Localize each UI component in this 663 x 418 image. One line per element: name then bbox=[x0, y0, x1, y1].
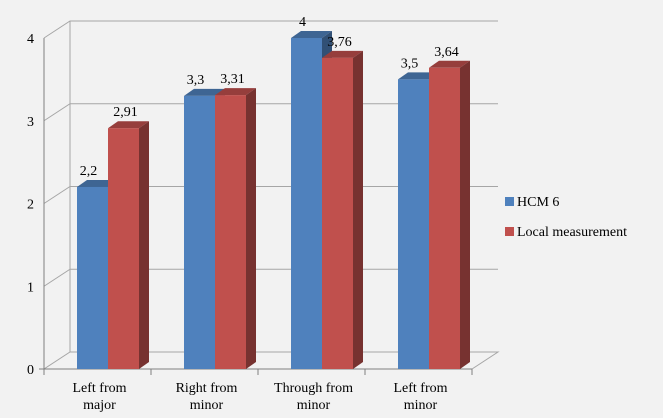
bar bbox=[429, 67, 460, 369]
bar-top bbox=[322, 50, 363, 58]
legend-swatch bbox=[505, 197, 514, 206]
x-tick-label: Left from minor bbox=[393, 381, 447, 413]
data-label: 3,64 bbox=[434, 45, 459, 60]
data-label: 2,91 bbox=[113, 105, 138, 120]
x-tick-label: Left from major bbox=[72, 381, 126, 413]
bar-top bbox=[291, 31, 332, 38]
bar-top bbox=[77, 179, 118, 187]
bar-side bbox=[460, 60, 470, 369]
x-tick-label: Through from minor bbox=[274, 381, 353, 413]
data-label: 3,76 bbox=[327, 35, 352, 50]
bar-top bbox=[108, 121, 149, 129]
bar bbox=[322, 57, 353, 370]
bar bbox=[215, 95, 246, 369]
y-tick-label: 2 bbox=[27, 198, 34, 213]
data-label: 2,2 bbox=[80, 164, 98, 179]
legend-label: Local measurement bbox=[517, 225, 627, 240]
data-label: 3,31 bbox=[220, 72, 245, 87]
bar-side bbox=[353, 50, 363, 370]
y-tick-label: 0 bbox=[27, 363, 34, 378]
bar-side bbox=[246, 88, 256, 369]
bar bbox=[108, 128, 139, 369]
bar-top bbox=[429, 60, 470, 68]
gridline bbox=[43, 20, 498, 39]
bar-top bbox=[215, 88, 256, 96]
bar bbox=[184, 95, 215, 370]
y-tick-label: 4 bbox=[27, 32, 34, 47]
bar bbox=[398, 79, 429, 369]
x-tick-label: Right from minor bbox=[176, 381, 238, 413]
bar bbox=[291, 38, 322, 369]
bar bbox=[77, 186, 108, 369]
data-label: 3,5 bbox=[401, 56, 419, 71]
bar-top bbox=[398, 72, 439, 80]
legend-label: HCM 6 bbox=[517, 195, 559, 210]
bar-side bbox=[139, 121, 149, 369]
legend-swatch bbox=[505, 227, 514, 236]
y-tick-label: 3 bbox=[27, 115, 34, 130]
data-label: 3,3 bbox=[187, 73, 205, 88]
y-tick-label: 1 bbox=[27, 280, 34, 295]
data-label: 4 bbox=[299, 15, 306, 30]
bar-top bbox=[184, 88, 225, 96]
